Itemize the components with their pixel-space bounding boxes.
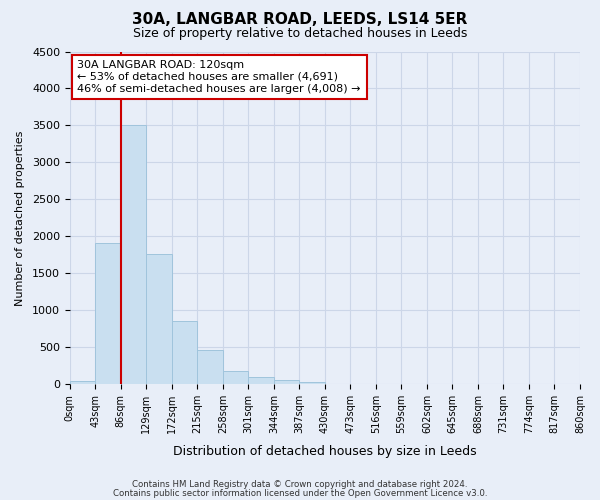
Text: Contains HM Land Registry data © Crown copyright and database right 2024.: Contains HM Land Registry data © Crown c… (132, 480, 468, 489)
Bar (70, 382, 95, 384)
Y-axis label: Number of detached properties: Number of detached properties (15, 130, 25, 306)
Text: 30A, LANGBAR ROAD, LEEDS, LS14 5ER: 30A, LANGBAR ROAD, LEEDS, LS14 5ER (133, 12, 467, 28)
Text: Contains public sector information licensed under the Open Government Licence v3: Contains public sector information licen… (113, 488, 487, 498)
Bar (248, 378, 274, 384)
Text: 30A LANGBAR ROAD: 120sqm
← 53% of detached houses are smaller (4,691)
46% of sem: 30A LANGBAR ROAD: 120sqm ← 53% of detach… (77, 60, 361, 94)
X-axis label: Distribution of detached houses by size in Leeds: Distribution of detached houses by size … (173, 444, 477, 458)
Bar (274, 380, 299, 384)
Bar (299, 382, 325, 384)
Bar (146, 254, 172, 384)
Bar (121, 126, 146, 384)
Text: Size of property relative to detached houses in Leeds: Size of property relative to detached ho… (133, 28, 467, 40)
Bar (223, 370, 248, 384)
Bar (197, 350, 223, 384)
Bar (95, 243, 121, 384)
Bar (172, 320, 197, 384)
